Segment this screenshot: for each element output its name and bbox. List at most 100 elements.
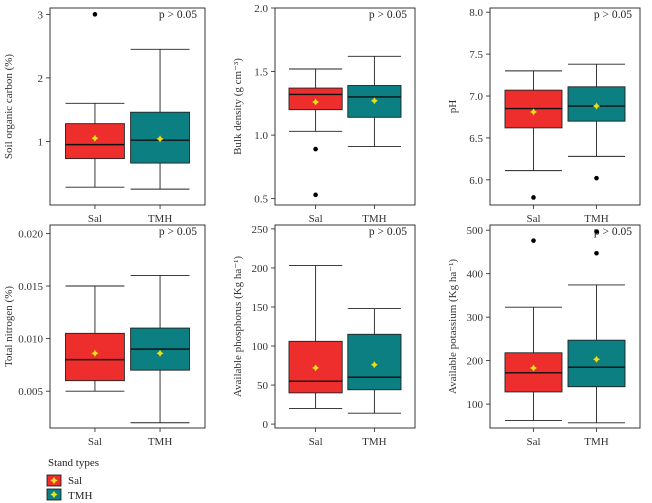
x-tick-label: TMH (362, 213, 387, 225)
y-axis-label: Available phosphorus (Kg ha⁻¹) (232, 256, 244, 398)
outlier-point (313, 192, 318, 198)
y-tick-label: 100 (467, 399, 484, 411)
mean-marker (156, 349, 164, 358)
mean-marker (311, 364, 320, 372)
x-tick-label: TMH (584, 436, 609, 448)
y-tick-label: 0.015 (18, 281, 43, 293)
y-tick-label: 300 (467, 312, 484, 324)
legend-item-sal: Sal (46, 474, 82, 487)
box-sal (65, 12, 125, 188)
y-tick-label: 0.005 (18, 386, 43, 398)
box-sal (65, 285, 125, 392)
y-tick-label: 1.0 (254, 130, 268, 142)
y-tick-label: 1 (38, 136, 44, 148)
x-tick-label: Sal (309, 213, 323, 225)
legend-item-tmh: TMH (46, 488, 93, 502)
y-tick-label: 1.5 (254, 67, 268, 79)
panel-available-phosphorus: 0 50 100 150 200 250 Available phosphorus (Kg … (232, 224, 416, 448)
plot-frame (49, 224, 206, 429)
y-tick-label: 500 (467, 225, 484, 237)
y-tick-label: 0.5 (254, 194, 268, 206)
mean-marker (311, 98, 320, 106)
panel-bulk-density: 0.5 1.0 1.5 2.0 Bulk density (g cm⁻³) p > 0.0… (232, 3, 416, 225)
y-axis-label: Soil organic carbon (%) (3, 54, 15, 160)
outlier-point (313, 146, 318, 152)
y-tick-label: 400 (467, 269, 484, 281)
y-tick-label: 0.010 (18, 334, 43, 346)
outlier-point (531, 195, 536, 200)
panel-available-potassium: 100 200 300 400 500 Available potassium (Kg h… (447, 224, 641, 448)
y-tick-label: 50 (257, 380, 269, 392)
plot-frame (49, 7, 206, 206)
mean-marker (91, 134, 99, 143)
iqr-box (65, 123, 125, 160)
outlier-point (594, 175, 599, 181)
legend-mean-marker-sal (50, 476, 58, 485)
y-tick-label: 6.0 (469, 175, 483, 187)
y-axis-label: pH (447, 100, 459, 114)
outlier-point (531, 238, 536, 243)
mean-marker (91, 349, 99, 358)
box-sal (504, 70, 563, 200)
box-tmh (347, 55, 402, 147)
outlier-point (92, 12, 98, 17)
y-tick-label: 6.5 (469, 133, 483, 145)
p-value-annotation: p > 0.05 (159, 226, 197, 238)
box-tmh (130, 48, 190, 190)
y-tick-label: 0 (263, 419, 269, 431)
box-tmh (567, 63, 626, 181)
y-tick-label: 250 (252, 224, 269, 236)
legend-title: Stand types (48, 457, 99, 469)
y-tick-label: 200 (467, 356, 484, 368)
mean-marker (592, 102, 601, 110)
p-value-annotation: p > 0.05 (594, 9, 632, 21)
x-tick-label: TMH (584, 213, 609, 225)
legend: Stand types Sal TMH (42, 452, 202, 502)
x-tick-label: Sal (88, 213, 102, 225)
x-tick-label: TMH (148, 213, 173, 225)
y-axis-label: Total nitrogen (%) (3, 286, 15, 367)
box-tmh (567, 229, 626, 424)
y-tick-label: 2 (38, 73, 44, 85)
legend-mean-marker-tmh (50, 490, 58, 499)
iqr-box (567, 339, 626, 388)
mean-marker (529, 364, 538, 372)
box-tmh (347, 308, 402, 414)
p-value-annotation: p > 0.05 (369, 9, 407, 21)
plot-frame (274, 224, 416, 429)
y-tick-label: 7.0 (469, 91, 483, 103)
p-value-annotation: p > 0.05 (594, 226, 632, 238)
y-tick-label: 200 (252, 263, 269, 275)
x-tick-label: Sal (88, 436, 102, 448)
x-tick-label: TMH (362, 436, 387, 448)
mean-marker (156, 135, 164, 143)
plot-frame (489, 224, 641, 429)
y-tick-label: 150 (252, 302, 269, 314)
y-axis-label: Available potassium (Kg ha⁻¹) (447, 259, 459, 394)
mean-marker (370, 97, 379, 105)
box-sal (288, 265, 343, 409)
mean-marker (592, 355, 601, 364)
legend-label-sal: Sal (68, 475, 82, 487)
x-tick-label: Sal (526, 213, 540, 225)
legend-label-tmh: TMH (68, 490, 93, 502)
y-axis-label: Bulk density (g cm⁻³) (232, 58, 244, 155)
panel-soil-organic-carbon: 1 2 3 Soil organic carbon (%) p > 0.05 Sal TMH (3, 7, 206, 225)
outlier-point (594, 229, 599, 234)
box-tmh (130, 275, 190, 424)
x-tick-label: Sal (526, 436, 540, 448)
x-tick-label: Sal (309, 436, 323, 448)
y-tick-label: 0.020 (18, 228, 43, 240)
panel-total-nitrogen: 0.005 0.010 0.015 0.020 Total nitrogen (%) p … (3, 224, 206, 448)
y-tick-label: 100 (252, 341, 269, 353)
x-tick-label: TMH (148, 436, 173, 448)
box-sal (288, 68, 343, 198)
box-sal (504, 238, 563, 422)
p-value-annotation: p > 0.05 (159, 9, 197, 21)
y-tick-label: 3 (38, 9, 44, 21)
y-tick-label: 8.0 (469, 7, 483, 19)
mean-marker (370, 360, 379, 369)
outlier-point (594, 250, 599, 256)
p-value-annotation: p > 0.05 (369, 226, 407, 238)
